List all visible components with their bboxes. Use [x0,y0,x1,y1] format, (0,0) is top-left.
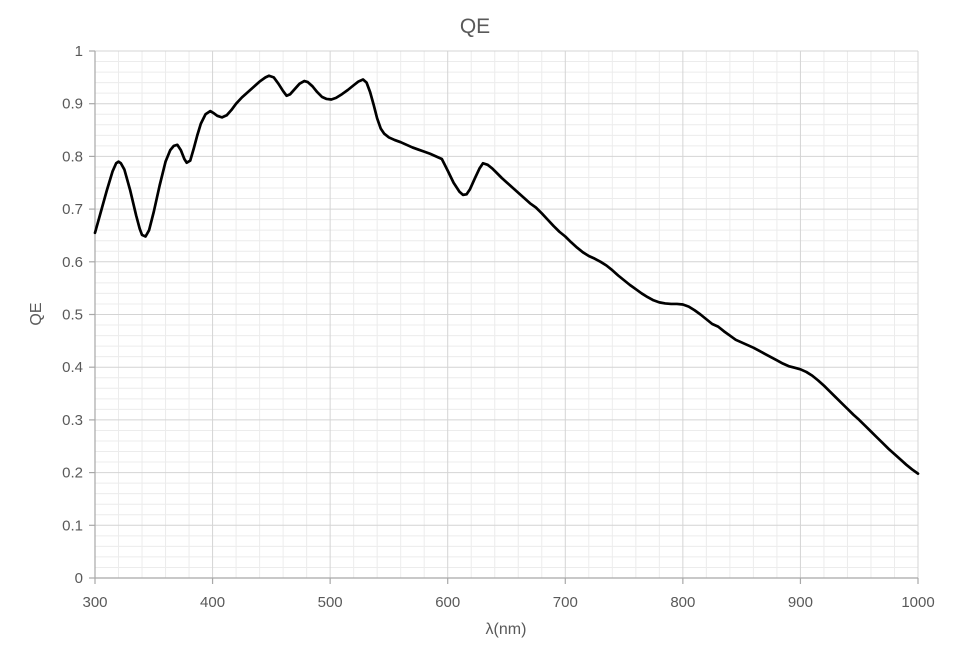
y-tick-label: 0.8 [62,148,83,165]
x-tick-label: 400 [200,594,225,611]
y-tick-label: 0.2 [62,465,83,482]
y-tick-label: 0.5 [62,307,83,324]
chart-title: QE [460,15,490,38]
y-tick-label: 0.9 [62,96,83,113]
x-axis-title: λ(nm) [486,621,527,638]
axis-tick-labels: 300 400 500 600 700 800 900 1000 0 0.1 0.2 0.3 0.4 0.… [62,43,935,611]
x-tick-label: 700 [553,594,578,611]
x-tick-label: 600 [435,594,460,611]
axis-tick-marks [89,50,919,584]
y-tick-label: 1 [75,43,83,60]
x-tick-label: 1000 [901,594,934,611]
y-tick-label: 0.7 [62,201,83,218]
y-tick-label: 0.1 [62,517,83,534]
y-tick-label: 0.6 [62,254,83,271]
x-tick-label: 500 [318,594,343,611]
x-tick-label: 300 [82,594,107,611]
y-tick-label: 0.3 [62,412,83,429]
x-tick-label: 900 [788,594,813,611]
y-axis-title: QE [28,302,45,325]
qe-series-line [93,74,920,475]
gridlines-major [94,50,919,579]
y-tick-label: 0.4 [62,359,83,376]
y-tick-label: 0 [75,570,83,587]
x-tick-label: 800 [670,594,695,611]
